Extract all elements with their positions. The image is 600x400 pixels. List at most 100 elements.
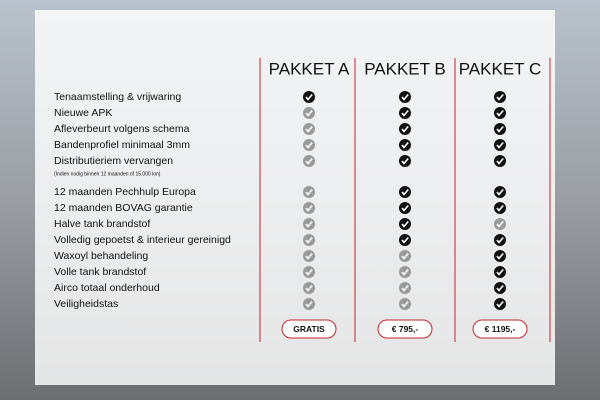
check-tick — [496, 252, 504, 260]
check-circle — [303, 218, 315, 230]
check-tick — [496, 188, 504, 196]
check-circle — [303, 282, 315, 294]
table: PAKKET A PAKKET B PAKKET C Tenaamstelling &… — [54, 58, 551, 342]
check-tick — [401, 284, 409, 292]
check-tick — [496, 220, 504, 228]
check-circle — [494, 155, 506, 167]
check-tick — [496, 236, 504, 244]
check-circle — [303, 155, 315, 167]
price-pill — [281, 319, 337, 339]
check-circle — [399, 218, 411, 230]
check-icon — [494, 155, 506, 167]
check-tick — [496, 284, 504, 292]
check-icon — [303, 298, 315, 310]
check-icon — [303, 123, 315, 135]
check-circle — [494, 298, 506, 310]
check-icon — [303, 155, 315, 167]
check-tick — [401, 109, 409, 117]
check-tick — [496, 268, 504, 276]
column-header: PAKKET C — [459, 59, 542, 78]
check-icon — [303, 234, 315, 246]
check-icon — [494, 139, 506, 151]
check-tick — [305, 125, 313, 133]
check-tick — [305, 220, 313, 228]
check-tick — [496, 125, 504, 133]
check-circle — [399, 91, 411, 103]
feature-label: Airco totaal onderhoud — [54, 282, 160, 294]
check-tick — [305, 252, 313, 260]
check-circle — [399, 250, 411, 262]
check-icon — [494, 123, 506, 135]
check-circle — [399, 139, 411, 151]
check-tick — [305, 109, 313, 117]
check-tick — [305, 268, 313, 276]
check-circle — [303, 91, 315, 103]
feature-label: Nieuwe APK — [54, 107, 112, 119]
check-tick — [305, 157, 313, 165]
check-circle — [494, 139, 506, 151]
check-icon — [303, 107, 315, 119]
check-circle — [399, 234, 411, 246]
check-tick — [401, 141, 409, 149]
check-tick — [401, 236, 409, 244]
check-icon — [399, 202, 411, 214]
check-tick — [401, 188, 409, 196]
check-icon — [399, 282, 411, 294]
check-circle — [303, 266, 315, 278]
check-tick — [496, 157, 504, 165]
check-tick — [305, 93, 313, 101]
check-icon — [303, 282, 315, 294]
check-circle — [494, 250, 506, 262]
check-icon — [399, 218, 411, 230]
check-circle — [303, 123, 315, 135]
check-circle — [494, 91, 506, 103]
price-pill — [472, 319, 528, 339]
check-circle — [303, 139, 315, 151]
check-icon — [399, 250, 411, 262]
check-circle — [494, 123, 506, 135]
check-icon — [494, 202, 506, 214]
check-tick — [496, 141, 504, 149]
check-tick — [401, 252, 409, 260]
check-icon — [494, 218, 506, 230]
check-icon — [399, 91, 411, 103]
check-circle — [399, 298, 411, 310]
check-tick — [496, 109, 504, 117]
check-circle — [399, 155, 411, 167]
check-circle — [399, 123, 411, 135]
check-circle — [494, 266, 506, 278]
check-icon — [494, 250, 506, 262]
feature-label: Volledig gepoetst & interieur gereinigd — [54, 234, 231, 246]
feature-note: (Indien nodig binnen 12 maanden of 15.00… — [54, 171, 161, 177]
feature-label: Volle tank brandstof — [54, 266, 146, 278]
column-header: PAKKET A — [269, 59, 350, 78]
check-tick — [401, 220, 409, 228]
check-circle — [303, 107, 315, 119]
check-tick — [305, 236, 313, 244]
check-icon — [494, 266, 506, 278]
feature-label: 12 maanden BOVAG garantie — [54, 202, 193, 214]
check-icon — [399, 266, 411, 278]
check-icon — [399, 139, 411, 151]
check-icon — [303, 218, 315, 230]
price-pill — [377, 319, 433, 339]
price-label: € 795,- — [392, 324, 419, 334]
check-tick — [401, 93, 409, 101]
check-tick — [496, 300, 504, 308]
check-icon — [494, 91, 506, 103]
check-circle — [494, 218, 506, 230]
column-header: PAKKET B — [364, 59, 446, 78]
check-icon — [303, 250, 315, 262]
check-circle — [399, 186, 411, 198]
check-circle — [494, 234, 506, 246]
feature-label: Distributieriem vervangen — [54, 155, 173, 167]
check-tick — [401, 268, 409, 276]
check-circle — [303, 250, 315, 262]
check-icon — [399, 186, 411, 198]
check-tick — [401, 157, 409, 165]
feature-label: Halve tank brandstof — [54, 218, 150, 230]
check-icon — [494, 107, 506, 119]
check-tick — [401, 300, 409, 308]
check-circle — [399, 282, 411, 294]
check-tick — [401, 204, 409, 212]
